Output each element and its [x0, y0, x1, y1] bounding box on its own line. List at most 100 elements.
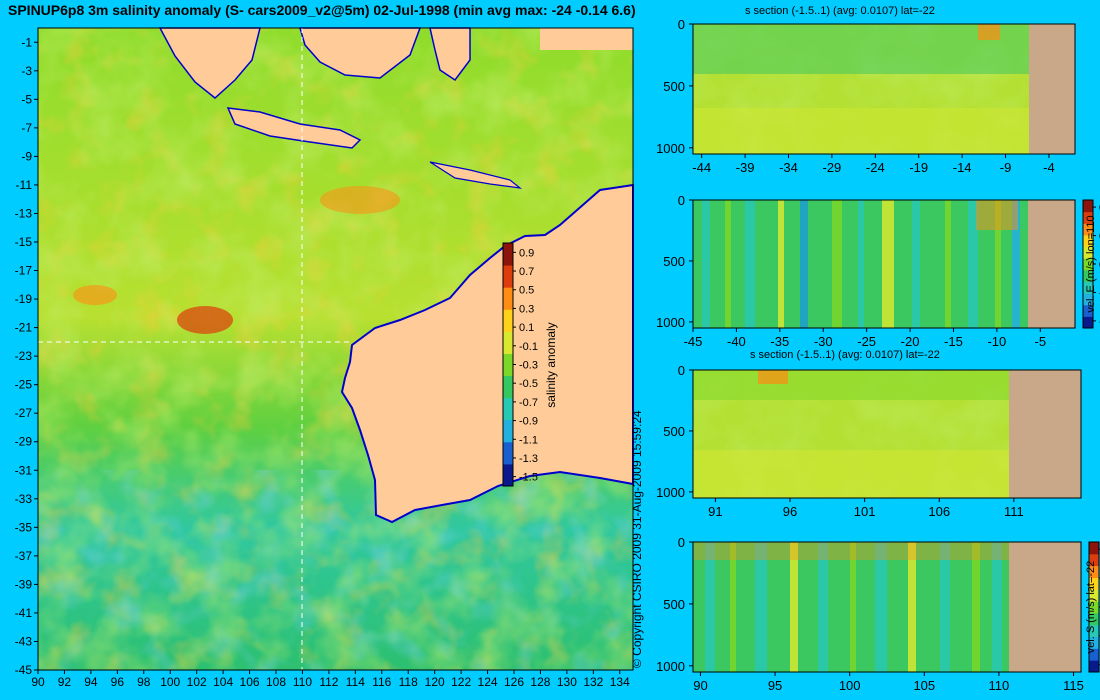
map-colorbar-swatch [503, 331, 513, 354]
map-y-tick: -27 [15, 406, 33, 420]
section4-colorbar-swatch [1089, 648, 1099, 661]
map-x-tick: 132 [583, 675, 603, 689]
map-x-tick: 124 [478, 675, 498, 689]
section1-x-tick: -29 [823, 160, 842, 175]
map-y-tick: -11 [16, 178, 33, 192]
section2-colorbar-swatch [1083, 258, 1093, 271]
section4-x-tick: 100 [839, 678, 861, 693]
section1-x-tick: -24 [866, 160, 885, 175]
section4-y-tick: 500 [663, 597, 685, 612]
section2-x-tick: -35 [770, 334, 789, 349]
section4-colorbar-swatch [1089, 601, 1099, 614]
section2-colorbar-swatch [1083, 293, 1093, 306]
section1-x-tick: -19 [909, 160, 928, 175]
map-colorbar-tick: -0.1 [519, 341, 538, 353]
section2-colorbar-swatch [1083, 269, 1093, 282]
section2-colorbar-swatch [1083, 211, 1093, 224]
map-colorbar-tick: -0.3 [519, 360, 538, 372]
timor-land [429, 161, 523, 189]
section4-colorbar-swatch [1089, 577, 1099, 590]
section2-colorbar-swatch [1083, 246, 1093, 259]
section2-colorbar-label: vel. E (m/s) lon=110 [1085, 215, 1097, 312]
map-colorbar-swatch [503, 441, 513, 465]
map-y-tick: -41 [15, 606, 33, 620]
map-y-tick: -17 [15, 264, 33, 278]
section2-x-tick: -10 [987, 334, 1006, 349]
section4-y-tick: 1000 [656, 659, 685, 674]
map-colorbar-swatch [503, 243, 513, 266]
map-x-tick: 104 [213, 675, 233, 689]
section4-colorbar-swatch [1089, 612, 1099, 626]
section3-y-tick: 0 [678, 363, 685, 378]
section1-x-tick: -4 [1043, 160, 1055, 175]
map-x-tick: 90 [31, 675, 45, 689]
map-x-tick: 114 [346, 675, 365, 689]
map-y-tick: -37 [15, 549, 33, 563]
map-x-tick: 92 [58, 675, 72, 689]
map-x-tick: 106 [240, 675, 260, 689]
map-x-tick: 128 [530, 675, 550, 689]
section3-x-tick: 91 [708, 504, 722, 519]
map-y-tick: -45 [15, 663, 33, 677]
section1-x-tick: -39 [736, 160, 755, 175]
map-colorbar-tick: -0.7 [519, 397, 538, 409]
section2-colorbar-swatch [1083, 281, 1093, 294]
section3-x-tick: 96 [783, 504, 797, 519]
map-y-tick: -31 [15, 463, 33, 477]
map-y-tick: -35 [15, 520, 33, 534]
section4-x-tick: 90 [693, 678, 707, 693]
map-x-tick: 110 [293, 675, 312, 689]
section2-x-tick: -25 [857, 334, 876, 349]
section4-x-tick: 95 [768, 678, 782, 693]
map-x-tick: 94 [84, 675, 98, 689]
section4-x-tick: 110 [989, 678, 1010, 693]
map-colorbar-tick: 0.7 [519, 266, 534, 278]
section2-colorbar-swatch [1083, 304, 1093, 317]
map-y-tick: -19 [15, 292, 33, 306]
map-x-tick: 108 [266, 675, 286, 689]
map-colorbar-tick: -1.3 [519, 453, 538, 465]
map-x-tick: 116 [372, 675, 391, 689]
map-colorbar-tick: -0.9 [519, 416, 538, 428]
section1-y-tick: 1000 [656, 141, 685, 156]
map-y-tick: -21 [15, 321, 33, 335]
map-colorbar-tick: -1.1 [519, 434, 538, 446]
map-colorbar-tick: -0.5 [519, 378, 538, 390]
section1-x-tick: -14 [953, 160, 972, 175]
map-colorbar-label: salinity anomaly [544, 322, 558, 407]
map-colorbar-tick: 0.1 [519, 322, 534, 334]
section4-colorbar-swatch [1089, 565, 1099, 578]
map-colorbar-swatch [503, 375, 513, 399]
salinity-map: 90 92 94 96 98 100 102 104 106 108 110 112 114 116 118… [15, 27, 634, 689]
section2-y-tick: 500 [663, 254, 685, 269]
section2-x-tick: -20 [901, 334, 920, 349]
map-x-tick: 130 [557, 675, 577, 689]
map-y-tick: -15 [15, 235, 33, 249]
section1-y-tick: 0 [678, 18, 685, 32]
map-x-tick: 98 [137, 675, 151, 689]
map-x-tick: 126 [504, 675, 524, 689]
section2-y-tick: 0 [678, 193, 685, 208]
map-colorbar-swatch [503, 463, 513, 487]
section2-colorbar-swatch [1083, 223, 1093, 236]
map-x-tick: 120 [425, 675, 445, 689]
map-colorbar-swatch [503, 419, 513, 443]
section3-x-tick: 101 [854, 504, 876, 519]
section3-x-tick: 111 [1004, 504, 1024, 519]
main-title: SPINUP6p8 3m salinity anomaly (S- cars20… [8, 2, 636, 18]
map-y-tick: -29 [15, 435, 33, 449]
section2-colorbar-swatch [1083, 200, 1093, 213]
section2-x-tick: -30 [814, 334, 833, 349]
map-y-tick: -39 [15, 577, 33, 591]
section2-x-tick: -15 [944, 334, 963, 349]
section4-x-tick: 115 [1063, 678, 1084, 693]
map-y-tick: -23 [15, 349, 33, 363]
section4-colorbar-swatch [1089, 553, 1099, 567]
map-x-tick: 96 [111, 675, 125, 689]
section4-colorbar-swatch [1089, 624, 1099, 638]
map-y-tick: -43 [15, 634, 33, 648]
map-colorbar-swatch [503, 265, 513, 288]
map-x-tick: 102 [187, 675, 207, 689]
section4-x-tick: 105 [913, 678, 935, 693]
